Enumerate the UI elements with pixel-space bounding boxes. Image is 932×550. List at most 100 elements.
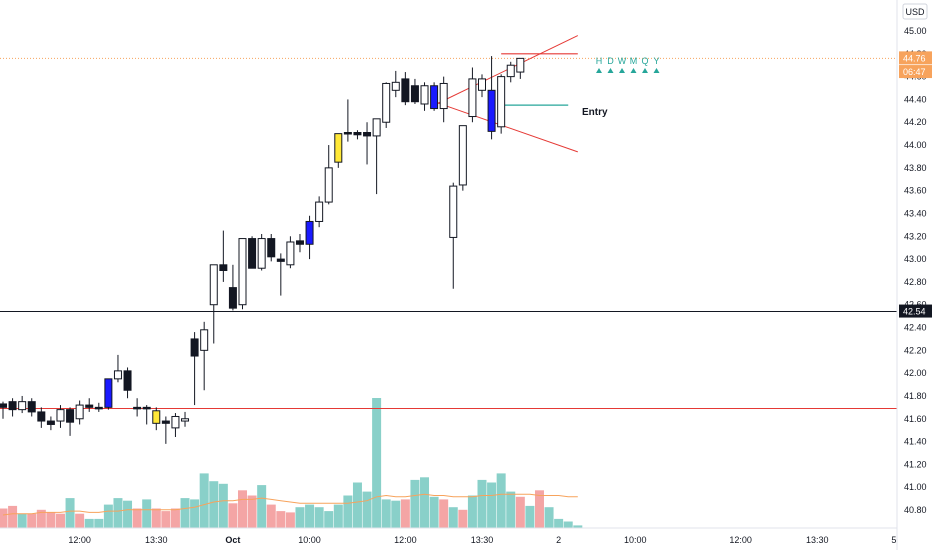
candle-body [37, 411, 46, 422]
volume-bar [420, 477, 430, 528]
volume-bar [305, 504, 315, 528]
volume-bar [487, 482, 497, 528]
candle-body [56, 409, 65, 422]
candle-body [94, 406, 103, 410]
volume-bar [496, 473, 506, 528]
candle-body [410, 85, 419, 103]
price-tick-label: 44.00 [904, 140, 927, 150]
candle-body [190, 338, 199, 357]
candle-body [506, 64, 515, 78]
volume-bar [448, 507, 458, 528]
volume-bar [142, 499, 152, 528]
time-tick-label: 13:30 [806, 535, 829, 545]
candle-body [372, 118, 381, 137]
price-tick-label: 42.40 [904, 323, 927, 333]
volume-bar [151, 508, 161, 528]
time-tick-label: 13:30 [471, 535, 494, 545]
price-tick-label: 43.80 [904, 163, 927, 173]
volume-bar [27, 513, 37, 528]
volume-bar [113, 498, 123, 528]
price-tick-label: 44.40 [904, 94, 927, 104]
candle-body [267, 238, 276, 258]
volume-bar [276, 511, 286, 528]
up-arrow-icon [607, 68, 614, 73]
candle-body [382, 82, 391, 123]
time-axis[interactable]: 12:00 13:30 Oct 10:00 12:00 13:30 2 10:00 12:00 1… [68, 535, 932, 545]
time-tick-label: 5 [891, 535, 896, 545]
price-tick-label: 43.40 [904, 208, 927, 218]
volume-bar [333, 504, 343, 528]
candles [0, 56, 525, 444]
candle-body [497, 76, 506, 128]
candle-body [391, 81, 400, 91]
volume-bar [314, 507, 324, 528]
price-badge-label: 44.76 [903, 53, 926, 63]
price-tick-label: 40.80 [904, 505, 927, 515]
candle-body [142, 406, 151, 410]
candle-body [430, 85, 439, 110]
price-badge-label: 42.54 [903, 307, 926, 317]
timeframe-letter: Q [641, 56, 648, 66]
candle-body [458, 125, 467, 186]
volume-bar [228, 503, 238, 528]
volume-bar [36, 509, 46, 528]
candle-body [219, 264, 228, 271]
candle-body [209, 264, 218, 306]
timeframe-letter: M [630, 56, 638, 66]
volume-bar [247, 495, 257, 528]
volume-bar [573, 525, 583, 528]
candle-body [363, 132, 372, 137]
volume-bar [46, 512, 56, 528]
volume-bar [343, 495, 353, 528]
candle-body [468, 78, 477, 118]
candle-body [516, 57, 525, 73]
volume-bar [218, 483, 228, 528]
candle-body [324, 167, 333, 203]
volume-bar [534, 490, 544, 528]
candle-body [401, 78, 410, 103]
candle-body [8, 401, 17, 411]
volume-bar [554, 518, 564, 528]
price-badge-box [899, 65, 932, 79]
volume-bar [123, 500, 133, 528]
currency-label[interactable]: USD [902, 3, 928, 20]
volume-bar [170, 508, 180, 528]
candle-body [257, 238, 266, 269]
currency-box [902, 3, 928, 20]
candle-body [75, 404, 84, 420]
time-tick-label: 13:30 [145, 535, 168, 545]
volume-bar [458, 509, 468, 528]
price-tick-label: 43.20 [904, 231, 927, 241]
candle-body [152, 410, 161, 424]
candle-body [123, 370, 132, 391]
time-tick-label: Oct [225, 535, 240, 545]
trendlines[interactable] [433, 35, 579, 153]
volume-bar [180, 498, 190, 528]
volume-bar [477, 479, 487, 528]
timeframe-letter: H [596, 56, 603, 66]
time-tick-label: 12:00 [68, 535, 91, 545]
time-tick-label: 10:00 [298, 535, 321, 545]
volume-bar [362, 491, 372, 528]
price-badge-box [899, 304, 932, 318]
price-tick-label: 42.00 [904, 368, 927, 378]
volume-bar [391, 500, 401, 528]
candle-body [238, 238, 247, 306]
price-tick-label: 42.80 [904, 277, 927, 287]
volume-bar [55, 513, 65, 528]
entry-annotation: Entry [582, 107, 608, 118]
volume-bar [199, 473, 209, 528]
up-arrow-icon [642, 68, 648, 73]
up-arrow-icon [619, 68, 625, 73]
volume-bar [94, 518, 104, 528]
volume-bar [506, 491, 516, 528]
timeframe-letter: Y [653, 56, 659, 66]
candle-body [200, 329, 209, 351]
volume-bar [372, 398, 382, 528]
currency-text: USD [905, 7, 925, 17]
price-tick-label: 43.00 [904, 254, 927, 264]
trendline [433, 101, 578, 153]
volume-bar [515, 496, 525, 528]
